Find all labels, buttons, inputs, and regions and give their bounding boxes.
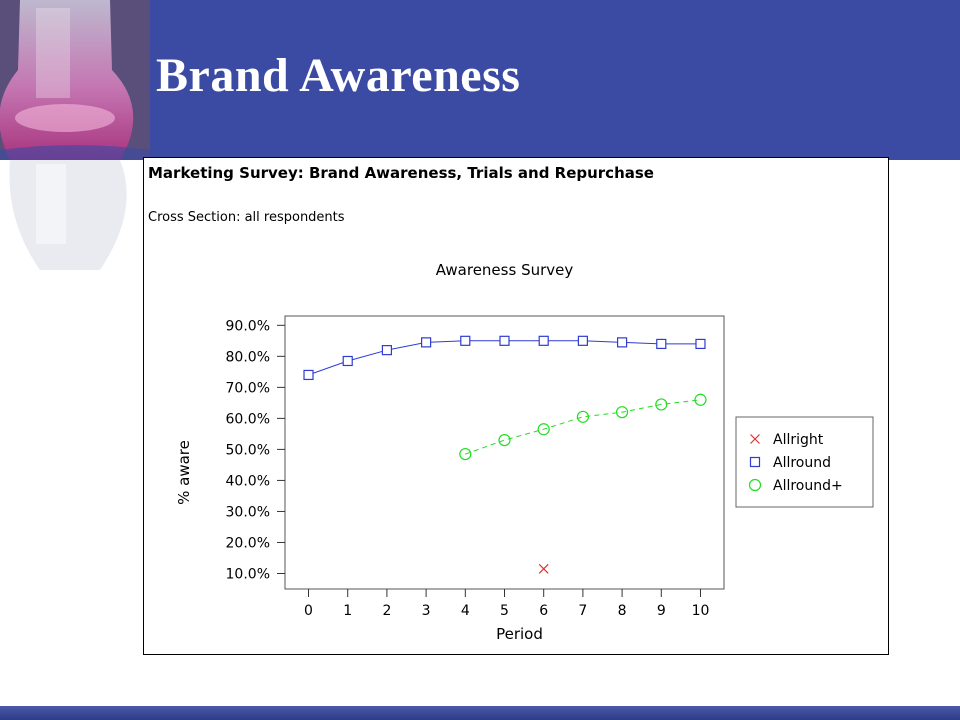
data-point-allround xyxy=(577,335,588,346)
slide-header: Brand Awareness xyxy=(0,0,960,160)
y-tick-label: 90.0% xyxy=(226,318,270,334)
x-axis-label: Period xyxy=(496,625,543,643)
x-tick-label: 9 xyxy=(657,603,666,619)
data-point-allround xyxy=(460,335,471,346)
x-tick-label: 7 xyxy=(578,603,587,619)
survey-panel: Marketing Survey: Brand Awareness, Trial… xyxy=(143,157,889,655)
awareness-chart: Awareness Survey 10.0% 20.0% 30.0% 40.0% 50.0… xyxy=(175,261,874,643)
data-point-allround xyxy=(381,345,393,356)
data-point-allround-plus xyxy=(459,447,472,461)
y-tick-label: 30.0% xyxy=(226,504,270,520)
data-point-allright xyxy=(538,563,549,574)
x-tick-label: 3 xyxy=(422,603,431,619)
chart-title: Awareness Survey xyxy=(436,261,574,279)
data-point-allround xyxy=(695,338,706,350)
legend-marker-allround xyxy=(749,456,761,468)
legend-label-allround-plus: Allround+ xyxy=(773,478,843,494)
legend-label-allround: Allround xyxy=(773,455,831,471)
data-point-allround xyxy=(656,338,667,350)
x-tick-label: 1 xyxy=(343,603,352,619)
data-point-allround-plus xyxy=(537,423,550,436)
data-point-allround xyxy=(499,335,510,346)
x-tick-label: 8 xyxy=(618,603,627,619)
data-point-allround xyxy=(538,335,549,346)
x-tick-label: 6 xyxy=(539,603,548,619)
x-tick-label: 4 xyxy=(461,603,470,619)
x-tick-label: 2 xyxy=(382,603,391,619)
x-tick-label: 5 xyxy=(500,603,509,619)
panel-subheading: Cross Section: all respondents xyxy=(148,210,345,225)
flask-reflection xyxy=(9,160,127,270)
x-tick-label: 10 xyxy=(692,603,710,619)
legend-marker-allright xyxy=(750,434,760,444)
slide-title: Brand Awareness xyxy=(156,49,521,102)
series-line-allround-plus xyxy=(465,399,701,455)
y-tick-label: 50.0% xyxy=(226,442,270,458)
data-point-allround xyxy=(421,337,432,348)
y-tick-label: 40.0% xyxy=(226,473,270,489)
y-tick-label: 20.0% xyxy=(226,535,270,551)
legend-marker-allround-plus xyxy=(748,478,762,492)
data-point-allround-plus xyxy=(655,398,668,411)
data-point-allround xyxy=(303,369,314,381)
legend-label-allright: Allright xyxy=(773,432,824,448)
panel-heading: Marketing Survey: Brand Awareness, Trial… xyxy=(148,164,654,182)
y-tick-label: 10.0% xyxy=(226,566,270,582)
y-tick-label: 70.0% xyxy=(226,380,270,396)
flask-illustration xyxy=(0,0,150,160)
data-point-allround-plus xyxy=(694,393,707,406)
y-tick-label: 80.0% xyxy=(226,349,270,365)
y-axis-label: % aware xyxy=(175,440,193,505)
data-point-allround-plus xyxy=(498,433,511,447)
y-tick-label: 60.0% xyxy=(226,411,270,427)
x-tick-label: 0 xyxy=(304,603,313,619)
data-point-allround xyxy=(342,355,353,367)
data-point-allround xyxy=(616,337,628,348)
data-point-allround-plus xyxy=(576,410,589,423)
data-point-allround-plus xyxy=(615,406,629,419)
footer-bar xyxy=(0,706,960,720)
